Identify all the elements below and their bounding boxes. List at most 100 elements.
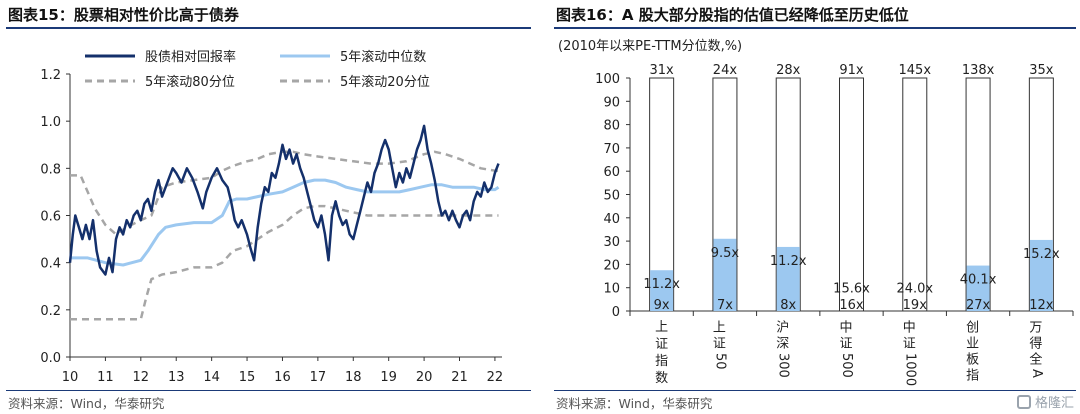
bar-max-label: 31x [650, 63, 675, 78]
y-tick-label: 90 [603, 95, 620, 110]
y-tick-label: 60 [603, 165, 620, 180]
legend-label-0: 股债相对回报率 [145, 49, 236, 65]
bar-max-label: 145x [899, 63, 932, 78]
watermark-logo-icon [1016, 394, 1031, 409]
y-tick-label: 0.0 [40, 351, 61, 366]
x-category-label: 1000 [902, 353, 917, 386]
watermark-text: 格隆汇 [1034, 396, 1074, 411]
right-source: 资料来源：Wind，华泰研究 [556, 396, 713, 411]
y-tick-label: 0.6 [40, 210, 61, 225]
x-tick-label: 19 [380, 370, 397, 385]
bar-min-label: 19x [903, 298, 928, 313]
x-category-label: 证 [655, 337, 668, 352]
x-category-label: 300 [776, 353, 791, 378]
y-tick-label: 30 [603, 235, 620, 250]
x-tick-label: 17 [310, 370, 327, 385]
x-category-label: 中 [903, 321, 916, 336]
y-tick-label: 20 [603, 258, 620, 273]
legend-label-3: 5年滚动20分位 [340, 74, 430, 90]
y-tick-label: 70 [603, 142, 620, 157]
bar-value-label: 15.6x [833, 281, 870, 296]
y-tick-label: 1.2 [40, 68, 61, 83]
x-category-label: 500 [839, 353, 854, 378]
y-tick-label: 80 [603, 119, 620, 134]
x-category-label: 50 [712, 353, 727, 370]
bar-max-label: 138x [962, 63, 995, 78]
y-tick-label: 1.0 [40, 115, 61, 130]
y-tick-label: 100 [595, 72, 620, 87]
series-line-3 [70, 204, 499, 321]
x-tick-label: 22 [487, 370, 504, 385]
bar-value-label: 15.2x [1023, 247, 1060, 262]
x-category-label: 深 [776, 337, 789, 352]
y-tick-label: 10 [603, 282, 620, 297]
line-chart: 0.0 0.2 0.4 0.6 0.8 1.0 1.2 10 11 12 13 14 15 16 17 18 1… [40, 49, 504, 385]
y-tick-label: 40 [603, 212, 620, 227]
bar-min-label: 16x [839, 298, 864, 313]
bar [650, 270, 674, 311]
y-tick-label: 0 [612, 305, 620, 320]
x-category-label: A [1029, 369, 1044, 378]
x-tick-label: 21 [451, 370, 468, 385]
bar-value-label: 9.5x [711, 246, 740, 261]
right-figure: 图表16：A 股大部分股指的估值已经降低至历史低位 (2010年以来PE-TTM… [548, 0, 1080, 414]
x-category-label: 指 [966, 369, 979, 384]
x-category-label: 证 [903, 337, 916, 352]
left-figure: 图表15：股票相对性价比高于债券 0.0 0.2 0.4 0.6 0.8 1.0 1.2 10… [0, 0, 535, 414]
bar-max-label: 91x [839, 63, 864, 78]
right-figure-title: 图表16：A 股大部分股指的估值已经降低至历史低位 [556, 6, 909, 24]
legend-label-1: 5年滚动中位数 [340, 49, 426, 65]
x-tick-label: 11 [97, 370, 114, 385]
bar-value-label: 40.1x [960, 273, 997, 288]
bar [1029, 239, 1053, 311]
chart-subtitle: (2010年以来PE-TTM分位数,%) [558, 39, 742, 54]
left-figure-title: 图表15：股票相对性价比高于债券 [8, 6, 239, 24]
bar-max-label: 35x [1029, 63, 1054, 78]
bar-max-label: 28x [776, 63, 801, 78]
y-tick-label: 0.8 [40, 162, 61, 177]
y-tick-label: 50 [603, 189, 620, 204]
x-tick-label: 15 [239, 370, 256, 385]
x-category-label: 万 [1029, 321, 1042, 336]
x-tick-label: 13 [168, 370, 185, 385]
x-category-label: 指 [655, 354, 668, 369]
x-tick-label: 20 [416, 370, 433, 385]
bar [776, 246, 800, 311]
right-source-rule [554, 390, 1076, 391]
legend-label-2: 5年滚动80分位 [145, 74, 235, 90]
series-line-2 [70, 150, 499, 236]
y-tick-label: 0.2 [40, 304, 61, 319]
x-category-label: 沪 [776, 320, 789, 336]
x-category-label: 板 [966, 353, 979, 368]
left-source: 资料来源：Wind，华泰研究 [8, 396, 165, 411]
x-category-label: 证 [840, 337, 853, 352]
left-source-rule [6, 390, 531, 391]
bar-min-label: 8x [780, 298, 796, 313]
x-category-label: 数 [655, 371, 668, 386]
x-category-label: 上 [655, 320, 668, 335]
x-category-label: 上 [713, 321, 726, 336]
bar-value-label: 24.0x [896, 281, 933, 296]
x-category-label: 业 [966, 337, 979, 352]
left-title-rule [6, 27, 531, 29]
bar-min-label: 12x [1029, 298, 1054, 313]
bar-min-label: 7x [717, 298, 733, 313]
x-tick-label: 10 [62, 370, 79, 385]
series-line-0 [68, 124, 500, 276]
x-category-label: 创 [966, 321, 979, 336]
bar [713, 238, 737, 311]
x-category-label: 得 [1029, 336, 1042, 352]
bar-track [902, 77, 928, 312]
x-tick-label: 12 [133, 370, 150, 385]
bar-min-label: 9x [654, 298, 670, 313]
bar-max-label: 24x [713, 63, 738, 78]
bar-value-label: 11.2x [770, 254, 807, 269]
y-tick-label: 0.4 [40, 257, 61, 272]
bar-min-label: 27x [966, 298, 991, 313]
